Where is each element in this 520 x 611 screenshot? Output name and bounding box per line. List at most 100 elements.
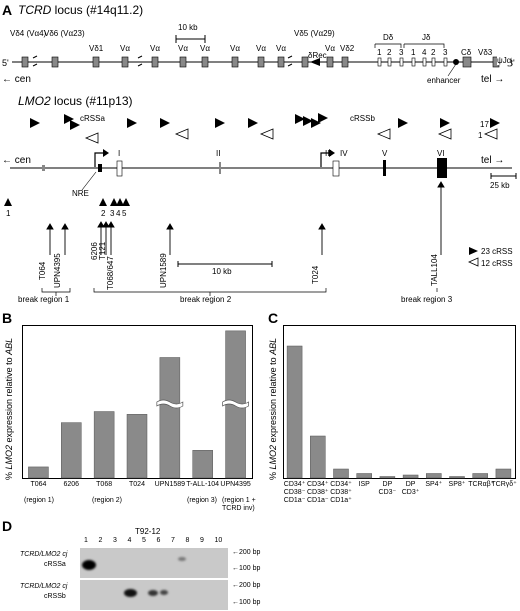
label-vd2: Vδ2 <box>340 44 355 53</box>
gel-row1-crssa: cRSSa <box>44 561 66 568</box>
gel-lane-number: 8 <box>185 537 190 544</box>
bottom-num-2: 2 <box>101 209 106 218</box>
num-17: 17 <box>480 120 489 129</box>
gel-sample-name: T92-12 <box>135 527 161 536</box>
bar-UPN1589 <box>159 357 181 479</box>
panel-b-xlabel: UPN4395 <box>220 481 251 488</box>
exon-label-I: I <box>118 149 120 158</box>
panel-b-xlabel: UPN1589 <box>154 481 186 488</box>
segment-va <box>201 56 209 68</box>
legend-23: 23 cRSS <box>481 247 513 256</box>
bar-T064 <box>28 466 49 479</box>
segment-vd6 <box>51 56 59 68</box>
axis-break-UPN1589 <box>156 399 184 409</box>
panel-b-xlabel: T-ALL-104 <box>186 481 220 488</box>
bar-TCRgd+ <box>495 468 512 479</box>
locus-diagram: 10 kb 5' 3' ← cen tel → <box>2 23 517 296</box>
segment-va <box>179 56 187 68</box>
label-psi-ja: ψJα <box>497 56 512 65</box>
gel-band-crssb-lane4 <box>124 589 137 597</box>
panel-c-bars <box>286 345 512 479</box>
tcrd-locus-title: TCRD locus (#14q11.2) <box>18 3 144 17</box>
d-num-1: 1 <box>377 48 382 57</box>
label-enhancer: enhancer <box>427 76 461 85</box>
label-vd3: Vδ3 <box>478 48 493 57</box>
bottom-num-3: 3 <box>110 209 115 218</box>
panel-b-xlabel: T024 <box>129 481 145 488</box>
segment-vd5 <box>301 56 309 68</box>
j-num-3b: 3 <box>443 48 448 57</box>
bar-6206 <box>61 422 82 479</box>
panel-c-xlabel: ISP <box>358 481 370 488</box>
crssa-label: cRSSa <box>80 114 105 123</box>
gel-row1-label: TCRD/LMO2 cj <box>20 551 68 558</box>
panel-b-chart <box>22 325 253 479</box>
segment-va <box>326 56 334 68</box>
segment-vd2 <box>341 56 349 68</box>
panel-a-letter: A <box>2 2 13 18</box>
panel-c-xlabel: CD34⁺ CD38⁻ CD1a⁻ <box>283 481 306 504</box>
gel-row1-100bp: ←100 bp <box>232 565 261 572</box>
panel-c-ylabel: % LMO2 expression relative to ABL <box>268 337 278 480</box>
break-region-2: break region 2 <box>180 295 232 304</box>
panel-b-sub-region1-tcrd: (region 1 + TCRD inv) <box>222 497 256 512</box>
panel-b-bars <box>28 330 249 479</box>
bar-T068 <box>93 411 115 479</box>
nre-label: NRE <box>72 189 89 198</box>
bar-CD34+CD38+CD1a+ <box>333 468 349 479</box>
panel-c-xlabels: CD34⁺ CD38⁻ CD1a⁻ CD34⁺ CD38⁺ CD1a⁻ CD34⁺ … <box>283 481 517 521</box>
gel-lane-number: 5 <box>142 537 146 544</box>
lmo2-locus-title: LMO2 locus (#11p13) <box>18 94 133 108</box>
panel-c-chart <box>283 325 516 479</box>
axis-break-UPN4395 <box>222 399 249 409</box>
bottom-cRSS-triangles <box>4 198 130 206</box>
segment-vd1 <box>92 56 100 68</box>
label-vd4: Vδ4 (Vα4) <box>10 29 47 38</box>
panel-c-xlabel: TCRαβ⁺ <box>468 481 495 488</box>
gel-lane-number: 10 <box>214 537 223 544</box>
bp-T121: T121 <box>98 241 107 260</box>
break-region-1: break region 1 <box>18 295 70 304</box>
bp-UPN1589: UPN1589 <box>159 253 168 288</box>
bar-T024 <box>126 414 148 479</box>
legend-12: 12 cRSS <box>481 259 513 268</box>
panel-b-xlabel: T068 <box>96 481 113 488</box>
gel-lane-number: 6 <box>156 537 161 544</box>
panel-c-xlabel: TCRγδ⁺ <box>491 481 517 488</box>
enhancer-dot <box>453 59 459 65</box>
label-va5: Vα <box>230 44 240 53</box>
gel-band-crssa-lane8 <box>178 557 186 561</box>
lmo2-scale-label: 25 kb <box>490 181 510 190</box>
gel-row2-crssb: cRSSb <box>44 593 66 600</box>
gel-row1-200bp: ←200 bp <box>232 549 261 556</box>
bp-6206: 6206 <box>90 242 99 260</box>
break-region-3: break region 3 <box>401 295 453 304</box>
bp-UPN4395: UPN4395 <box>53 253 62 288</box>
bar-TCRab+ <box>472 473 488 479</box>
gel-row2-200bp: ←200 bp <box>232 582 261 589</box>
exon-label-III: III <box>325 149 332 158</box>
gel-lane-number: 4 <box>127 537 132 544</box>
exon-II <box>219 162 221 174</box>
label-cdelta: Cδ <box>461 48 472 57</box>
five-prime: 5' <box>2 58 9 68</box>
label-va3: Vα <box>178 44 188 53</box>
tcrd-scale-label: 10 kb <box>178 23 198 32</box>
panel-c-frame <box>283 325 516 479</box>
bar-T-ALL-104 <box>192 450 213 479</box>
bottom-num-5: 5 <box>122 209 127 218</box>
panel-b-letter: B <box>2 310 13 326</box>
lmo2-tel: tel → <box>481 155 504 166</box>
exon-V <box>383 160 386 176</box>
panel-c-xlabel: CD34⁺ CD38⁺ CD1a⁻ <box>307 481 329 504</box>
d-num-2: 2 <box>387 48 392 57</box>
panel-c-xlabel: CD34⁺ CD38⁺ CD1a⁺ <box>330 481 352 504</box>
bp-T064: T064 <box>38 261 47 280</box>
bar-ISP <box>356 473 372 479</box>
j-num-2: 2 <box>431 48 436 57</box>
label-drec: δRec <box>308 51 327 60</box>
gel-row2-label: TCRD/LMO2 cj <box>20 583 68 590</box>
panel-b-sub-region2: (region 2) <box>92 497 122 504</box>
label-vd6: Vδ6 (Vα23) <box>44 29 85 38</box>
three-prime: 3' <box>508 58 515 68</box>
